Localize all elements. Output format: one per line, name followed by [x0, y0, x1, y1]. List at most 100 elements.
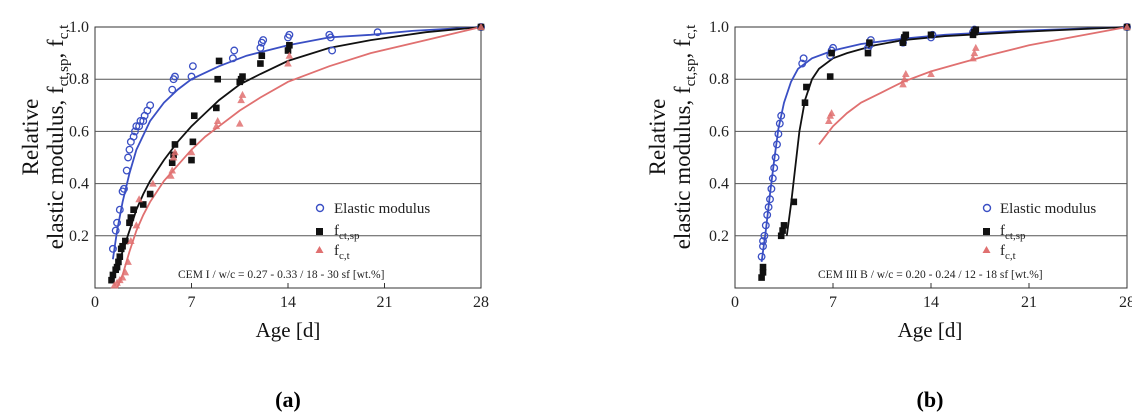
data-point-fct — [135, 195, 143, 203]
legend-marker-fct-b — [982, 246, 991, 253]
data-point-elastic-modulus — [761, 221, 770, 230]
data-point-fct — [900, 75, 909, 83]
data-point-fct — [121, 268, 130, 276]
data-point-elastic-modulus — [146, 101, 155, 110]
data-point-fct — [927, 69, 935, 77]
x-tick-label: 14 — [923, 294, 939, 311]
data-point-fct-sp — [864, 49, 872, 57]
fit-curve-fct-sp — [785, 26, 1128, 236]
fit-curves-a — [110, 26, 482, 289]
y-axis-label-line1-b: Relative — [645, 99, 670, 176]
data-point-fct-sp — [130, 206, 137, 213]
data-point-elastic-modulus — [139, 117, 148, 125]
data-point-elastic-modulus — [256, 43, 265, 52]
data-point-elastic-modulus — [799, 54, 808, 63]
data-point-elastic-modulus — [136, 117, 145, 125]
data-point-elastic-modulus — [760, 231, 769, 240]
x-tick-label: 14 — [280, 294, 296, 311]
legend-b: Elastic modulus fct,sp fc,t — [982, 201, 1096, 262]
data-point-elastic-modulus — [326, 33, 335, 42]
data-point-elastic-modulus — [259, 36, 268, 44]
data-point-elastic-modulus — [768, 174, 777, 183]
data-point-fct — [149, 179, 157, 187]
data-point-fct-sp — [779, 227, 786, 234]
data-point-fct-sp — [899, 39, 907, 46]
legend-label-fct-sp-main-a: f — [334, 223, 339, 239]
data-point-elastic-modulus — [113, 218, 122, 227]
data-point-fct-sp — [257, 60, 264, 67]
data-point-fct — [168, 166, 176, 174]
legend-marker-elastic-a — [315, 203, 325, 213]
data-point-elastic-modulus — [115, 205, 124, 214]
chart-panel-b: Relative elastic modulus, fct,sp, fc,t 0… — [645, 19, 1132, 412]
fit-curve-elastic-modulus — [760, 26, 1128, 263]
y-tick-label: 0.4 — [709, 176, 729, 193]
fit-curve-elastic-modulus — [112, 26, 482, 260]
legend-label-elastic-a: Elastic modulus — [334, 201, 430, 217]
y-axis-label-sub1-a: ct,sp — [56, 58, 72, 86]
x-tick-label: 7 — [188, 294, 196, 311]
data-point-fct-sp — [109, 271, 117, 279]
x-tick-label: 21 — [377, 294, 393, 311]
gridlines-b — [735, 78, 1127, 237]
panel-label-b: (b) — [917, 387, 944, 412]
data-point-elastic-modulus — [373, 28, 382, 37]
data-points-b — [757, 23, 1131, 281]
chart-panel-a: Relative elastic modulus, fct,sp, fc,t 0… — [18, 19, 489, 412]
data-point-fct — [167, 171, 175, 179]
chart-annotation-b: CEM III B / w/c = 0.20 - 0.24 / 12 - 18 … — [818, 269, 1043, 281]
data-point-elastic-modulus — [132, 122, 141, 131]
data-point-elastic-modulus — [187, 72, 196, 81]
y-tick-label: 0.8 — [709, 71, 729, 88]
data-point-fct — [124, 257, 132, 265]
legend-label-fct-sp-sub-a: ct,sp — [339, 230, 360, 242]
data-point-fct-sp — [927, 31, 935, 39]
y-tick-label: 0.8 — [69, 71, 89, 88]
data-point-elastic-modulus — [285, 30, 294, 39]
data-point-elastic-modulus — [188, 62, 197, 71]
y-tick-label: 1.0 — [709, 19, 729, 36]
data-point-elastic-modulus — [171, 72, 179, 81]
data-point-elastic-modulus — [125, 145, 134, 154]
data-point-fct-sp — [214, 75, 221, 83]
data-point-elastic-modulus — [119, 184, 128, 193]
data-point-fct — [132, 221, 141, 229]
y-axis-label-sep-a: , f — [43, 39, 68, 59]
legend-label-fct-sp-sub-b: ct,sp — [1005, 230, 1026, 242]
y-axis-label-main-b: elastic modulus, f — [670, 86, 695, 249]
data-point-fct-sp — [146, 190, 154, 198]
data-point-fct — [285, 51, 294, 59]
legend-label-fct-b: fc,t — [1000, 243, 1016, 262]
data-point-fct-sp — [215, 57, 223, 65]
data-point-elastic-modulus — [766, 195, 774, 204]
legend-label-fct-main-a: f — [334, 243, 339, 259]
data-point-elastic-modulus — [108, 244, 117, 253]
legend-a: Elastic modulus fct,sp fc,t — [315, 201, 430, 262]
data-point-fct-sp — [108, 276, 115, 284]
data-point-fct — [972, 43, 980, 51]
data-point-fct-sp — [122, 237, 129, 245]
y-axis-label-sep-b: , f — [670, 39, 695, 59]
data-point-fct — [237, 96, 245, 104]
data-point-fct-sp — [119, 242, 126, 250]
data-point-fct — [238, 90, 247, 98]
x-tick-label: 21 — [1021, 294, 1037, 311]
data-point-fct-sp — [803, 83, 810, 91]
data-point-elastic-modulus — [770, 163, 779, 172]
legend-marker-fct-sp-b — [983, 228, 990, 235]
x-tick-label: 28 — [473, 294, 489, 311]
data-point-elastic-modulus — [168, 85, 177, 94]
data-point-elastic-modulus — [129, 132, 138, 141]
data-point-elastic-modulus — [230, 46, 239, 55]
data-point-fct-sp — [759, 269, 767, 276]
data-point-fct — [187, 148, 196, 156]
data-point-elastic-modulus — [111, 226, 120, 235]
data-point-fct-sp — [972, 26, 980, 33]
y-tick-label: 0.2 — [69, 228, 89, 245]
data-point-fct-sp — [828, 49, 835, 57]
x-tick-label: 7 — [829, 294, 837, 311]
data-point-elastic-modulus — [135, 122, 144, 131]
data-point-elastic-modulus — [798, 59, 807, 68]
y-tick-label: 0.6 — [709, 123, 729, 140]
y-axis-label-sub2-a: c,t — [56, 24, 72, 39]
